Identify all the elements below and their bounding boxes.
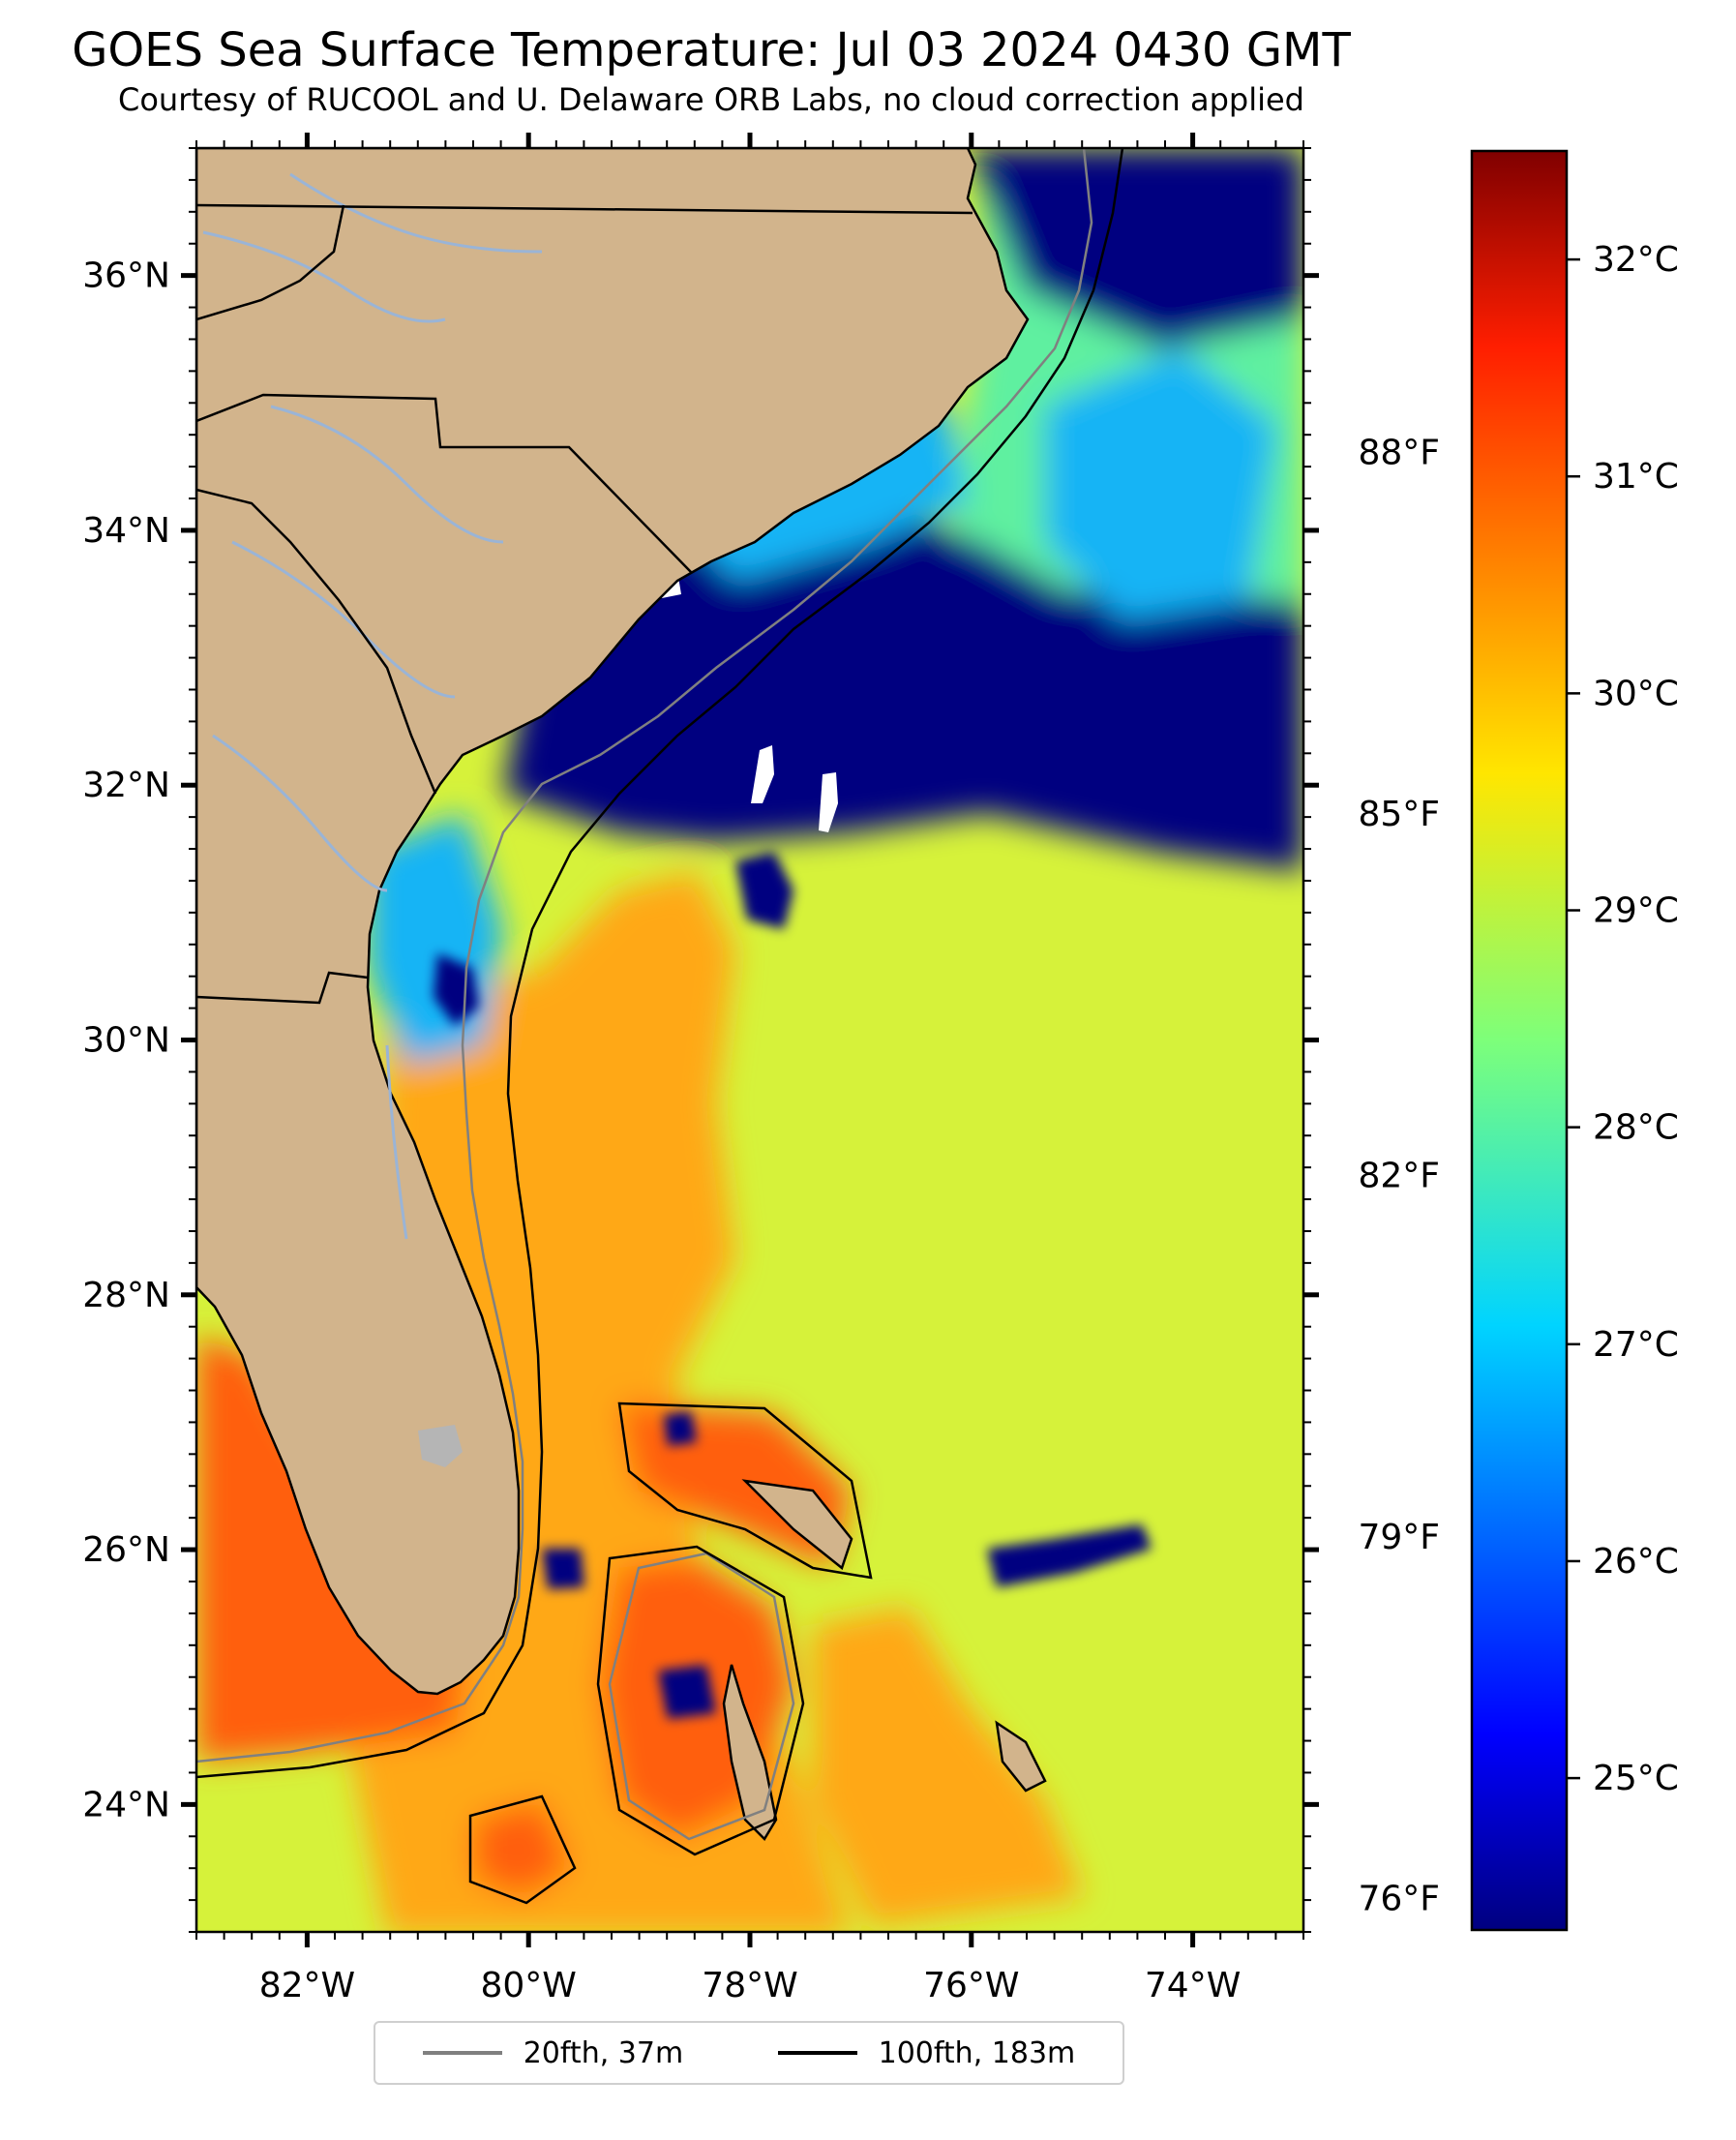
state-borders	[196, 203, 973, 1005]
colorbar-tick-c-label: 30°C	[1593, 674, 1679, 713]
colorbar-tick-f-label: 82°F	[1358, 1156, 1440, 1195]
subtitle: Courtesy of RUCOOL and U. Delaware ORB L…	[118, 81, 1304, 118]
colorbar-tick-f-label: 76°F	[1358, 1880, 1440, 1919]
border-ga-fl	[196, 971, 369, 1005]
colorbar-tick-c-label: 27°C	[1593, 1325, 1679, 1365]
river	[202, 230, 446, 323]
longitude-axis: 82°W 80°W 78°W 76°W 74°W	[195, 133, 1304, 2005]
legend-item-100fth: 100fth, 183m	[777, 2035, 1076, 2070]
lon-tick-label: 78°W	[702, 1966, 797, 2005]
cold-eddy	[542, 1549, 584, 1589]
isobath-100fth-line	[196, 148, 1124, 1779]
offshore-cool-patch	[1045, 348, 1277, 619]
outer-banks-cold-patch	[968, 148, 1303, 348]
border-sc-ga	[196, 488, 437, 795]
river	[212, 734, 388, 892]
lon-tick-label: 80°W	[480, 1966, 576, 2005]
border-nc-sc	[196, 393, 693, 574]
lat-tick-label: 34°N	[82, 511, 170, 551]
legend-swatch-100fth	[777, 2051, 857, 2055]
lat-tick-label: 28°N	[82, 1276, 170, 1315]
colorbar-celsius-axis: 25°C 26°C 27°C 28°C 29°C 30°C 31°C 32°C	[1567, 240, 1679, 1798]
river	[385, 1044, 408, 1240]
cold-eddy	[664, 1411, 697, 1446]
isobath-100fth	[196, 148, 1124, 1905]
border-tn-nc	[196, 204, 345, 321]
lon-tick-label: 74°W	[1145, 1966, 1241, 2005]
cold-eddy	[987, 1524, 1152, 1587]
colorbar-tick-c-label: 28°C	[1593, 1108, 1679, 1148]
lat-tick-label: 32°N	[82, 766, 170, 805]
isobath-100fth-bahamas	[617, 1402, 873, 1580]
lake-okeechobee	[418, 1425, 463, 1467]
colorbar-tick-c-label: 29°C	[1593, 891, 1679, 931]
lat-tick-label: 36°N	[82, 256, 170, 296]
colorbar-tick-c-label: 25°C	[1593, 1759, 1679, 1798]
isobath-100fth-cay-sal	[468, 1794, 577, 1905]
lon-tick-label: 82°W	[259, 1966, 355, 2005]
land-eleuthera	[995, 1720, 1047, 1793]
lat-tick-label: 26°N	[82, 1530, 170, 1570]
isobath-100fth-andros	[596, 1545, 805, 1856]
colorbar-tick-f-label: 85°F	[1358, 795, 1440, 834]
isobath-20fth-bahamas	[608, 1552, 795, 1841]
cloud-patch	[819, 772, 838, 832]
colorbar-tick-f-label: 88°F	[1358, 433, 1440, 472]
cold-eddy	[434, 953, 479, 1026]
cloud-patch	[751, 745, 774, 803]
land-andros-island	[722, 1664, 778, 1842]
river	[270, 405, 504, 544]
legend: 20fth, 37m 100fth, 183m	[374, 2021, 1124, 2085]
lat-tick-label: 30°N	[82, 1021, 170, 1061]
colorbar-tick-c-label: 32°C	[1593, 240, 1679, 280]
colorbar-tick-c-label: 26°C	[1593, 1542, 1679, 1582]
legend-swatch-20fth	[422, 2051, 502, 2055]
latitude-axis: 24°N 26°N 28°N 30°N 32°N 34°N 36°N	[82, 147, 1319, 1933]
lon-tick-label: 76°W	[923, 1966, 1019, 2005]
gulf-stream-cold-band	[503, 484, 1303, 871]
border-va-nc	[196, 203, 973, 215]
legend-item-20fth: 20fth, 37m	[422, 2035, 684, 2070]
river	[289, 172, 543, 254]
isobath-20fth	[196, 148, 1093, 1841]
cold-eddy	[658, 1665, 716, 1719]
land	[196, 148, 1030, 1696]
colorbar-fahrenheit-axis: 76°F 79°F 82°F 85°F 88°F	[1358, 433, 1440, 1918]
lat-tick-label: 24°N	[82, 1785, 170, 1824]
colorbar-tick-f-label: 79°F	[1358, 1518, 1440, 1557]
cold-eddies	[434, 852, 1152, 1719]
cold-eddy	[735, 852, 793, 929]
isobath-20fth-line	[196, 148, 1093, 1763]
page-title: GOES Sea Surface Temperature: Jul 03 202…	[72, 23, 1351, 77]
east-bahamas-hot-region	[813, 1607, 1084, 1926]
colorbar-tick-c-label: 31°C	[1593, 457, 1679, 497]
legend-label-100fth: 100fth, 183m	[878, 2035, 1076, 2070]
rivers	[202, 172, 543, 1240]
legend-label-20fth: 20fth, 37m	[523, 2035, 684, 2070]
colorbar	[1470, 149, 1569, 1932]
land-grand-bahama	[741, 1479, 853, 1571]
cay-sal-hot-region	[474, 1800, 571, 1897]
map-area	[196, 148, 1303, 1932]
